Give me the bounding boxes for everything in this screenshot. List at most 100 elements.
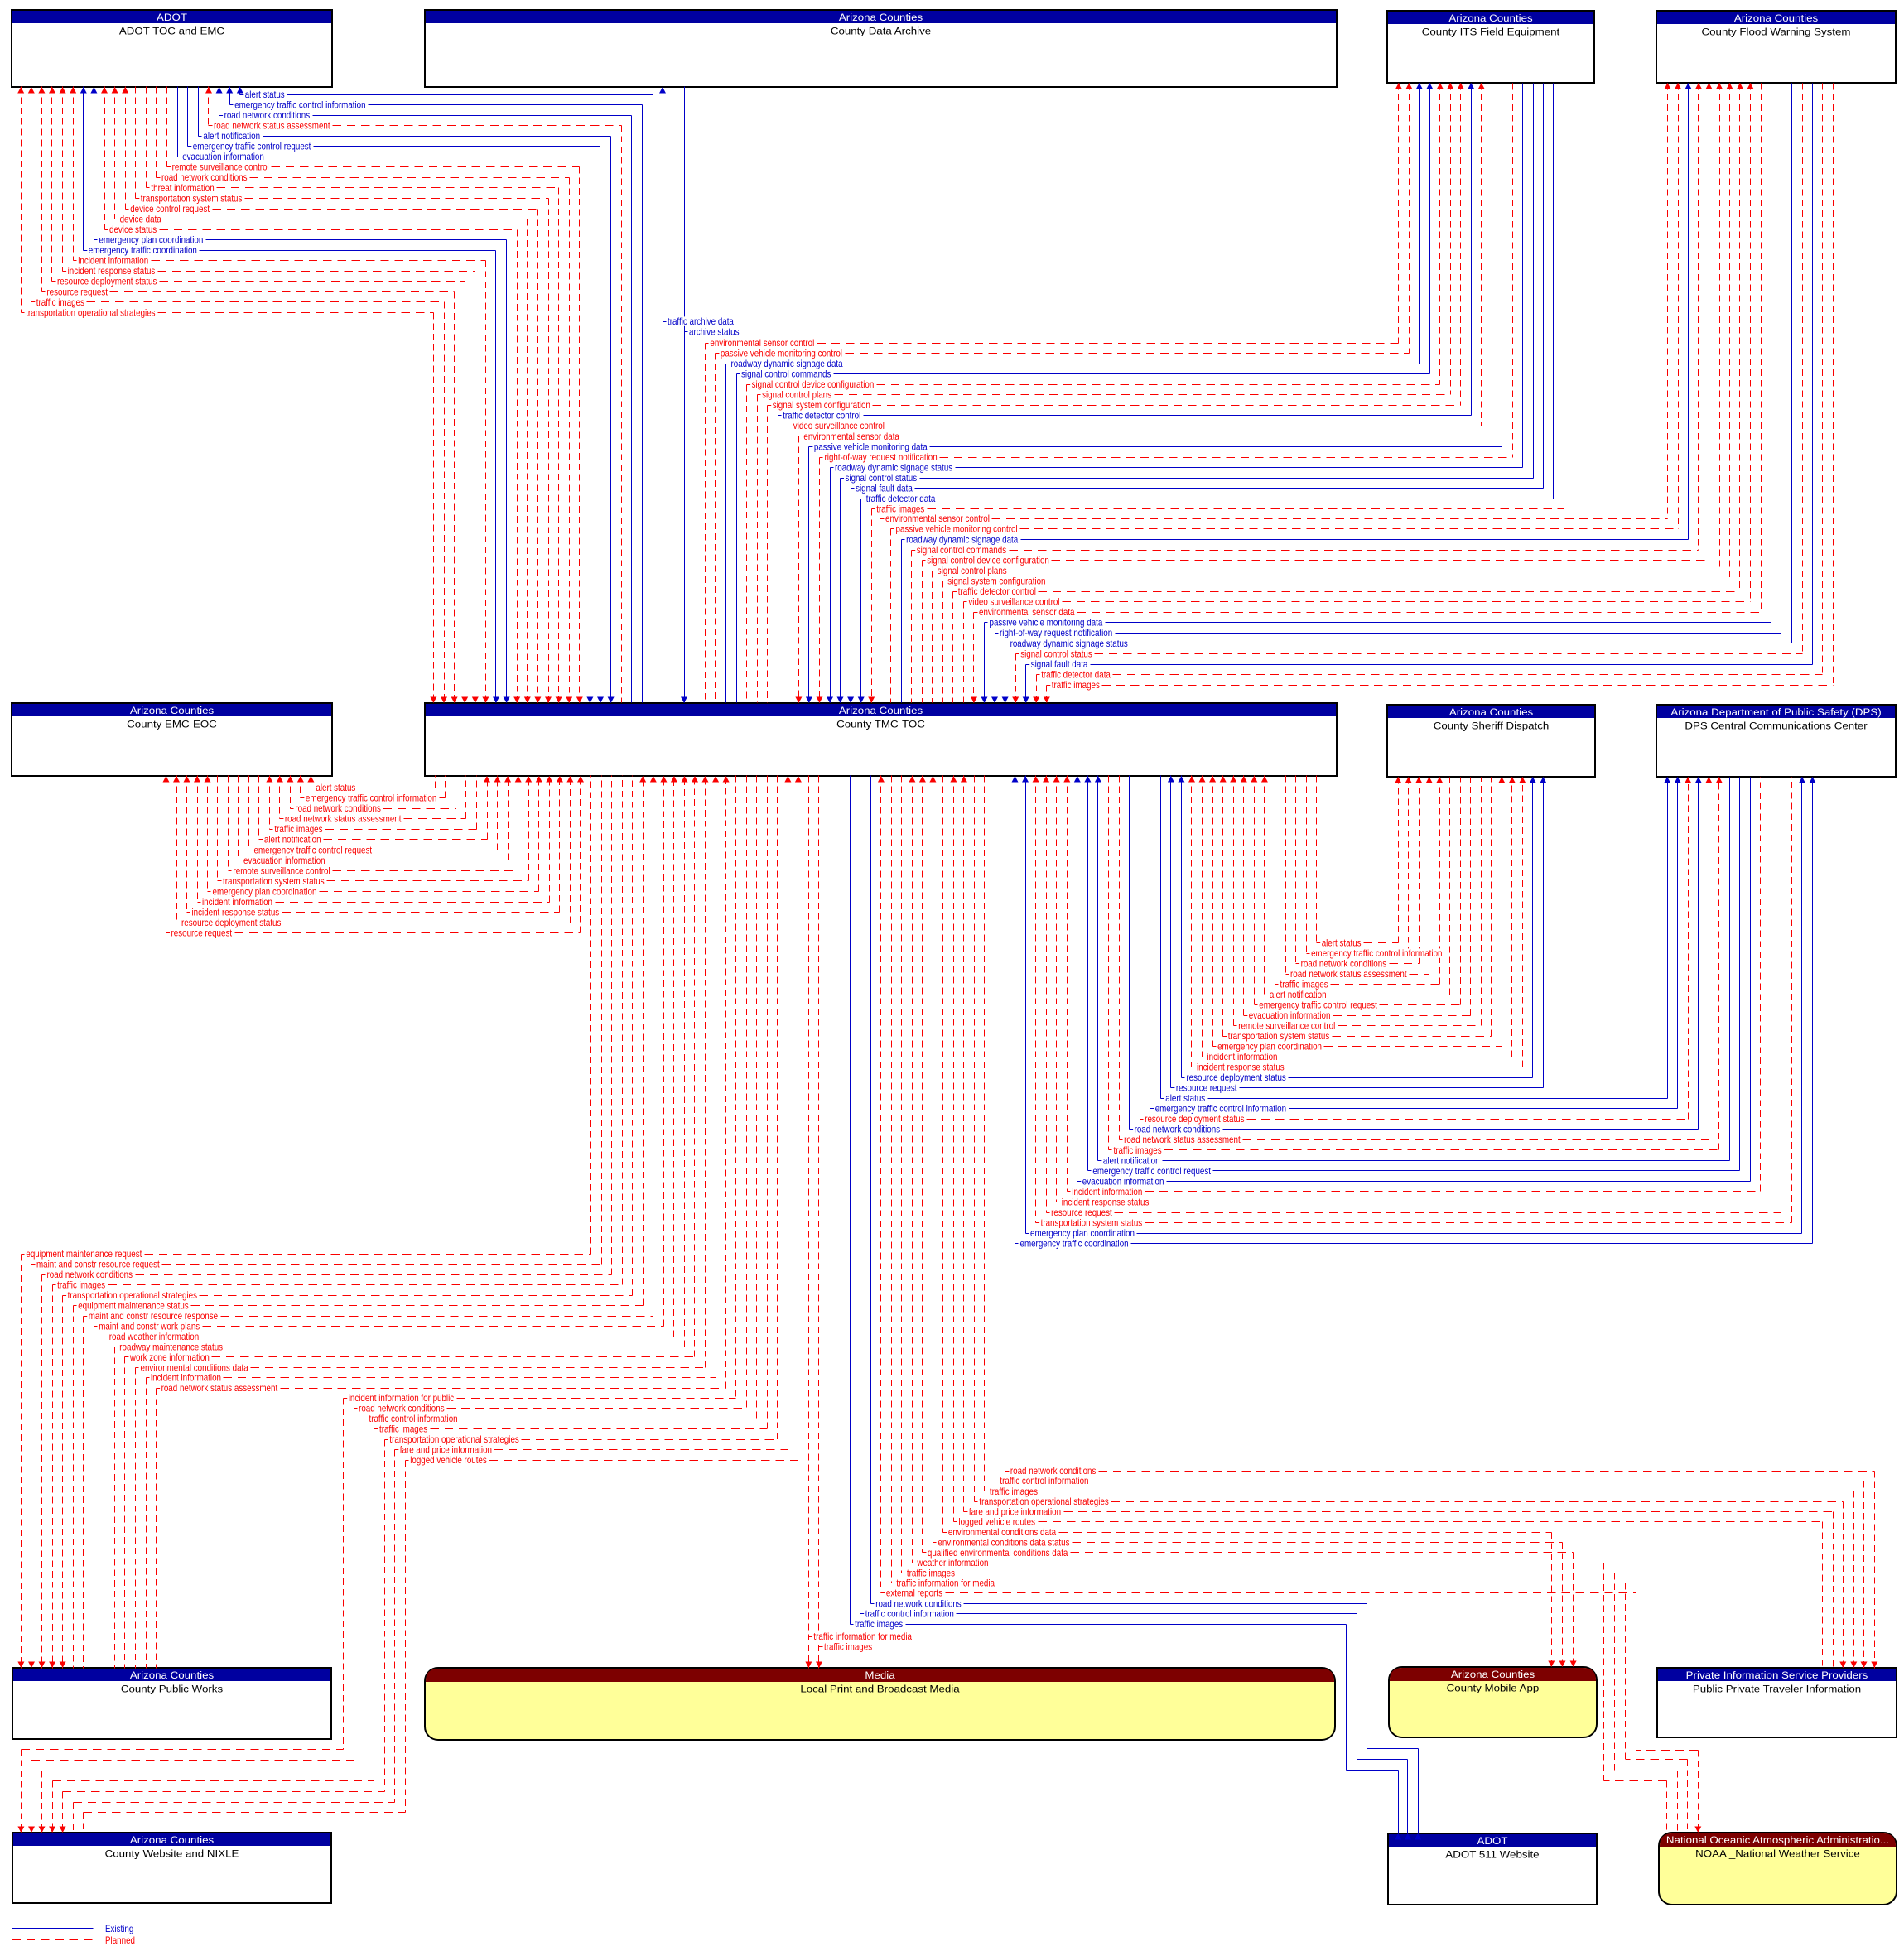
- svg-text:emergency traffic control info: emergency traffic control information: [1155, 1104, 1286, 1115]
- svg-text:resource request: resource request: [1176, 1083, 1237, 1094]
- svg-text:County TMC-TOC: County TMC-TOC: [836, 719, 925, 730]
- svg-text:Arizona Counties: Arizona Counties: [1734, 12, 1818, 24]
- svg-text:Arizona Counties: Arizona Counties: [839, 12, 923, 23]
- svg-text:traffic images: traffic images: [1052, 680, 1100, 691]
- svg-text:emergency traffic control requ: emergency traffic control request: [193, 142, 311, 152]
- svg-text:Arizona Counties: Arizona Counties: [1449, 706, 1533, 718]
- svg-text:Public Private Traveler Inform: Public Private Traveler Information: [1693, 1684, 1861, 1695]
- svg-text:road network conditions: road network conditions: [295, 803, 381, 814]
- svg-text:resource request: resource request: [171, 927, 233, 938]
- svg-text:road network conditions: road network conditions: [875, 1598, 962, 1609]
- svg-text:incident information: incident information: [1072, 1187, 1142, 1197]
- svg-text:signal control status: signal control status: [846, 473, 918, 484]
- svg-text:road network status assessment: road network status assessment: [1124, 1135, 1241, 1145]
- svg-text:emergency plan coordination: emergency plan coordination: [1030, 1228, 1135, 1239]
- svg-text:resource request: resource request: [46, 287, 108, 297]
- svg-text:archive status: archive status: [689, 326, 740, 337]
- svg-text:National Oceanic Atmospheric A: National Oceanic Atmospheric Administrat…: [1666, 1834, 1889, 1846]
- svg-text:traffic images: traffic images: [57, 1280, 105, 1291]
- svg-text:environmental sensor data: environmental sensor data: [979, 607, 1075, 618]
- svg-text:road network status assessment: road network status assessment: [285, 814, 402, 825]
- svg-text:Arizona Counties: Arizona Counties: [1448, 12, 1532, 24]
- svg-text:road network status assessment: road network status assessment: [161, 1383, 278, 1394]
- svg-text:signal control device configur: signal control device configuration: [752, 379, 875, 390]
- svg-text:emergency traffic control requ: emergency traffic control request: [1092, 1166, 1211, 1177]
- svg-text:equipment maintenance status: equipment maintenance status: [78, 1300, 189, 1311]
- svg-text:logged vehicle routes: logged vehicle routes: [410, 1455, 487, 1466]
- svg-text:device control request: device control request: [130, 204, 210, 214]
- svg-text:remote surveillance control: remote surveillance control: [1238, 1021, 1335, 1032]
- svg-text:traffic images: traffic images: [876, 504, 924, 515]
- svg-text:fare and price information: fare and price information: [400, 1445, 492, 1456]
- svg-text:Private Information Service Pr: Private Information Service Providers: [1686, 1669, 1868, 1681]
- svg-text:evacuation information: evacuation information: [243, 855, 325, 866]
- svg-text:road network conditions: road network conditions: [161, 172, 248, 183]
- svg-text:Arizona Counties: Arizona Counties: [1451, 1669, 1535, 1680]
- svg-text:signal fault data: signal fault data: [856, 484, 913, 494]
- svg-text:County Data Archive: County Data Archive: [831, 26, 932, 37]
- svg-text:traffic archive data: traffic archive data: [668, 316, 734, 327]
- svg-text:County Website and NIXLE: County Website and NIXLE: [105, 1848, 239, 1860]
- svg-text:passive vehicle monitoring con: passive vehicle monitoring control: [896, 524, 1018, 535]
- svg-text:resource deployment status: resource deployment status: [1145, 1114, 1245, 1125]
- svg-text:signal control commands: signal control commands: [741, 369, 831, 379]
- svg-text:traffic information for media: traffic information for media: [896, 1578, 995, 1589]
- svg-text:traffic images: traffic images: [36, 297, 84, 308]
- svg-text:County Mobile App: County Mobile App: [1447, 1683, 1540, 1694]
- svg-text:alert notification: alert notification: [1270, 990, 1327, 1000]
- svg-text:DPS Central Communications Cen: DPS Central Communications Center: [1685, 720, 1867, 732]
- svg-text:traffic detector data: traffic detector data: [866, 494, 936, 504]
- svg-text:transportation system status: transportation system status: [223, 876, 325, 887]
- svg-text:environmental conditions data: environmental conditions data: [948, 1527, 1057, 1538]
- svg-text:work zone information: work zone information: [129, 1352, 210, 1363]
- svg-text:logged vehicle routes: logged vehicle routes: [958, 1517, 1035, 1528]
- svg-text:incident information for publi: incident information for public: [349, 1393, 455, 1404]
- svg-text:right-of-way request notificat: right-of-way request notification: [825, 452, 938, 463]
- svg-text:signal control plans: signal control plans: [938, 566, 1007, 576]
- svg-text:Arizona Counties: Arizona Counties: [839, 705, 923, 716]
- svg-text:traffic detector control: traffic detector control: [958, 586, 1036, 597]
- svg-text:maint and constr resource resp: maint and constr resource response: [89, 1311, 218, 1322]
- svg-text:resource deployment status: resource deployment status: [57, 277, 157, 287]
- svg-text:evacuation information: evacuation information: [1082, 1176, 1164, 1187]
- svg-text:evacuation information: evacuation information: [182, 152, 264, 162]
- svg-text:roadway dynamic signage status: roadway dynamic signage status: [835, 462, 952, 473]
- svg-text:incident information: incident information: [78, 256, 148, 267]
- svg-text:incident information: incident information: [202, 897, 272, 908]
- svg-text:Arizona Counties: Arizona Counties: [130, 1669, 214, 1681]
- svg-text:traffic images: traffic images: [824, 1641, 872, 1652]
- svg-text:emergency traffic control requ: emergency traffic control request: [1259, 1000, 1377, 1010]
- svg-text:external reports: external reports: [886, 1588, 942, 1599]
- svg-text:environmental conditions data: environmental conditions data: [141, 1362, 249, 1373]
- svg-text:road network conditions: road network conditions: [47, 1269, 133, 1280]
- svg-text:weather information: weather information: [917, 1558, 989, 1568]
- svg-text:passive vehicle monitoring dat: passive vehicle monitoring data: [814, 441, 928, 452]
- svg-text:fare and price information: fare and price information: [969, 1506, 1061, 1517]
- svg-text:incident response status: incident response status: [68, 266, 156, 277]
- svg-text:maint and constr work plans: maint and constr work plans: [99, 1321, 200, 1332]
- svg-text:emergency traffic coordination: emergency traffic coordination: [1020, 1238, 1129, 1249]
- svg-text:signal system configuration: signal system configuration: [773, 400, 870, 411]
- svg-text:roadway maintenance status: roadway maintenance status: [119, 1342, 223, 1352]
- svg-text:NOAA _National Weather Service: NOAA _National Weather Service: [1695, 1848, 1860, 1860]
- svg-text:traffic images: traffic images: [907, 1568, 955, 1579]
- svg-text:alert status: alert status: [245, 89, 285, 100]
- svg-text:traffic images: traffic images: [274, 824, 322, 835]
- svg-text:maint and constr resource requ: maint and constr resource request: [36, 1260, 160, 1270]
- svg-text:alert notification: alert notification: [203, 131, 260, 142]
- svg-text:County Public Works: County Public Works: [121, 1684, 223, 1695]
- svg-text:Media: Media: [865, 1669, 894, 1681]
- svg-text:incident response status: incident response status: [1062, 1197, 1150, 1207]
- svg-text:Arizona Counties: Arizona Counties: [130, 1834, 214, 1846]
- svg-text:traffic control information: traffic control information: [865, 1609, 954, 1620]
- svg-text:transportation operational str: transportation operational strategies: [389, 1434, 519, 1445]
- svg-text:environmental conditions data: environmental conditions data status: [938, 1537, 1069, 1548]
- svg-text:transportation operational str: transportation operational strategies: [979, 1496, 1109, 1507]
- svg-text:video surveillance control: video surveillance control: [793, 421, 885, 431]
- svg-text:ADOT: ADOT: [1477, 1835, 1509, 1847]
- svg-text:remote surveillance control: remote surveillance control: [234, 865, 330, 876]
- svg-text:resource request: resource request: [1051, 1207, 1112, 1218]
- svg-text:traffic images: traffic images: [855, 1619, 903, 1630]
- svg-text:resource deployment status: resource deployment status: [1186, 1072, 1286, 1083]
- svg-text:transportation operational str: transportation operational strategies: [26, 307, 156, 318]
